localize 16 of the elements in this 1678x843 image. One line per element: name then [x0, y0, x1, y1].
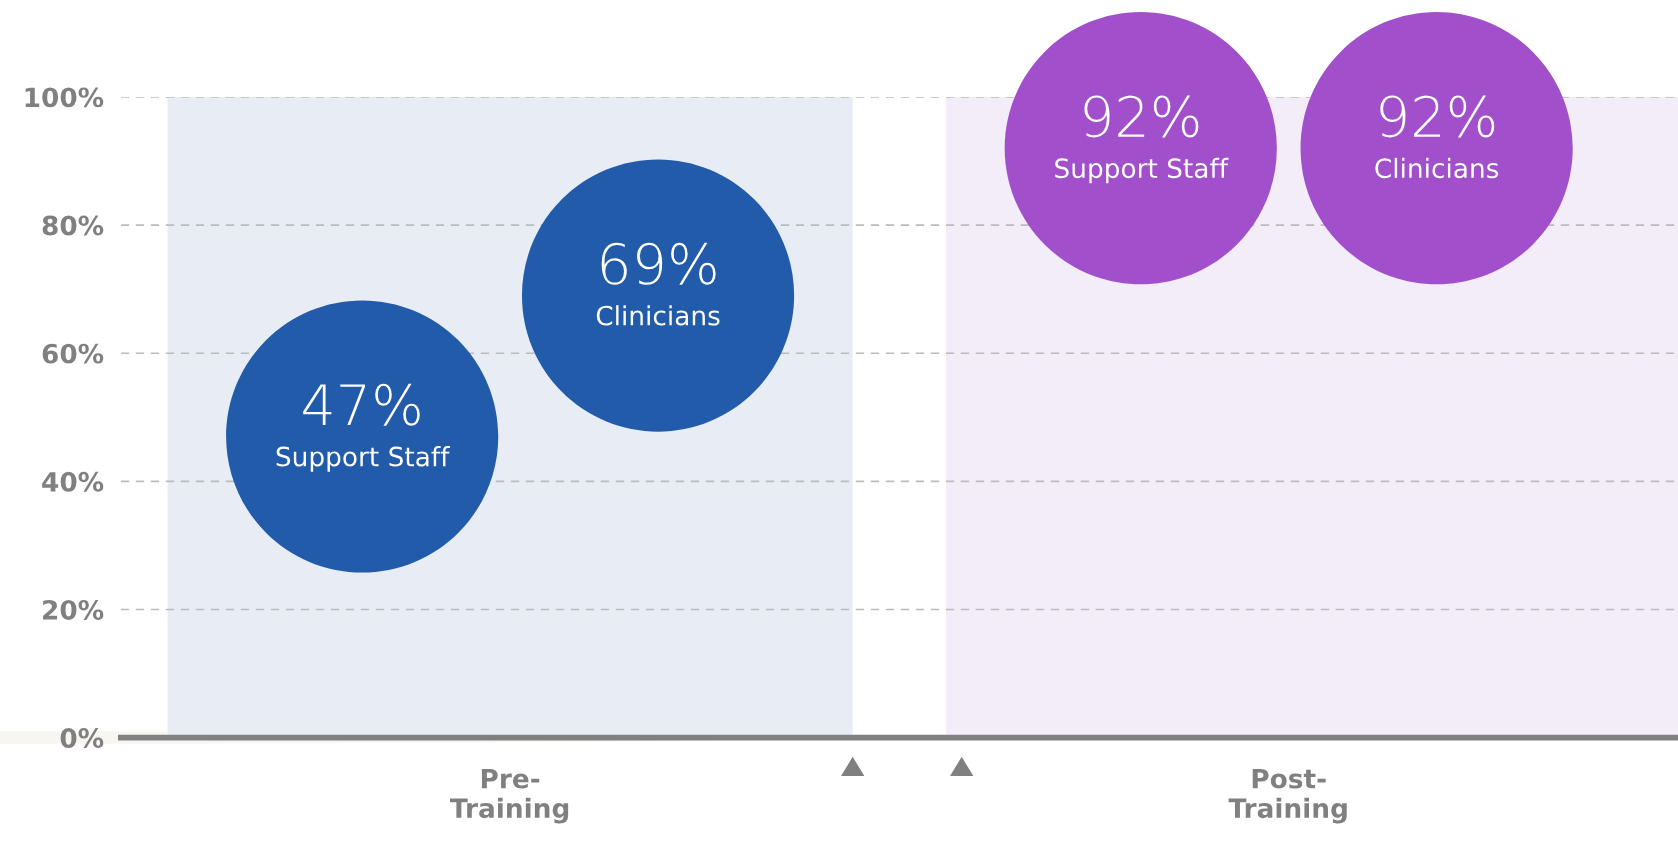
y-tick-label: 40%	[42, 471, 104, 492]
y-tick-label: 20%	[43, 599, 104, 620]
y-tick-label: 100%	[25, 87, 104, 108]
data-label: 47%	[303, 383, 420, 426]
y-tick-label: 80%	[42, 215, 104, 236]
data-label: 92%	[1084, 95, 1199, 138]
x-tick-label: Pre- Training	[450, 768, 569, 824]
series-label: Support Staff	[276, 446, 450, 472]
data-label: 69%	[601, 242, 716, 285]
y-tick-label: 60%	[42, 343, 104, 364]
series-label: Clinicians	[1375, 157, 1499, 179]
x-tick-label: Post- Training	[1228, 768, 1347, 824]
text: Support Staff	[1055, 157, 1229, 184]
text: Clinicians	[596, 305, 720, 326]
y-tick-label: 0%	[60, 728, 104, 749]
data-label: 92%	[1380, 95, 1495, 138]
